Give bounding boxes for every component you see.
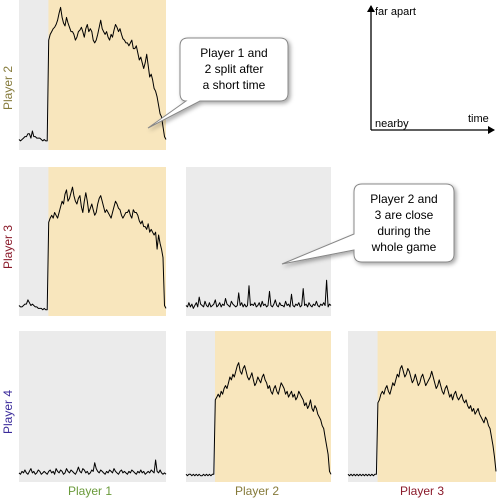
panel-player-3-vs-player-2-series-line [185, 279, 332, 309]
callout-close-line-4: whole game [371, 240, 437, 254]
panel-player-3-vs-player-1-series-line [18, 186, 167, 311]
panel-player-3-vs-player-1 [18, 167, 167, 316]
col-label-player-3: Player 3 [400, 484, 444, 498]
legend-far-apart-label: far apart [375, 6, 416, 18]
callout-split: Player 1 and 2 split after a short time [147, 37, 289, 129]
row-label-player-4: Player 4 [1, 390, 15, 434]
panel-player-4-vs-player-3-highlight [377, 331, 496, 482]
callout-split-bubble [147, 37, 289, 129]
panel-player-2-vs-player-1-series-line [18, 6, 167, 142]
callout-close-line-2: 3 are close [375, 208, 434, 222]
callout-close-line-1: Player 2 and [370, 192, 437, 206]
panel-player-3-vs-player-2 [185, 167, 332, 316]
panel-player-4-vs-player-1-background [19, 331, 166, 482]
panel-player-4-vs-player-1-series-line [18, 459, 167, 475]
col-label-player-1: Player 1 [68, 484, 112, 498]
col-label-player-2: Player 2 [235, 484, 279, 498]
panel-player-2-vs-player-1-highlight [48, 0, 166, 150]
panel-player-3-vs-player-2-background [186, 167, 331, 316]
callout-split-line-3: a short time [203, 78, 266, 92]
legend-time-label: time [468, 113, 489, 125]
axes-legend: far apart nearby time [367, 5, 495, 134]
callout-split-line-2: 2 split after [205, 62, 264, 76]
panel-player-4-vs-player-3-series-line [347, 365, 497, 477]
callout-split-line-1: Player 1 and [200, 46, 267, 60]
row-label-player-3: Player 3 [1, 225, 15, 269]
panel-player-4-vs-player-2-highlight [215, 331, 331, 482]
callout-close-bubble [281, 183, 455, 265]
panel-player-4-vs-player-2-series-line [185, 362, 332, 477]
panel-player-4-vs-player-3 [347, 331, 497, 482]
panel-player-4-vs-player-1 [18, 331, 167, 482]
panel-player-2-vs-player-1 [18, 0, 167, 150]
callout-close: Player 2 and 3 are close during the whol… [281, 183, 455, 265]
callout-close-line-3: during the [377, 224, 431, 238]
panels-layer [18, 0, 497, 482]
panel-player-3-vs-player-1-highlight [48, 167, 166, 316]
panel-player-4-vs-player-2 [185, 331, 332, 482]
legend-nearby-label: nearby [375, 118, 409, 130]
row-label-player-2: Player 2 [1, 66, 15, 110]
